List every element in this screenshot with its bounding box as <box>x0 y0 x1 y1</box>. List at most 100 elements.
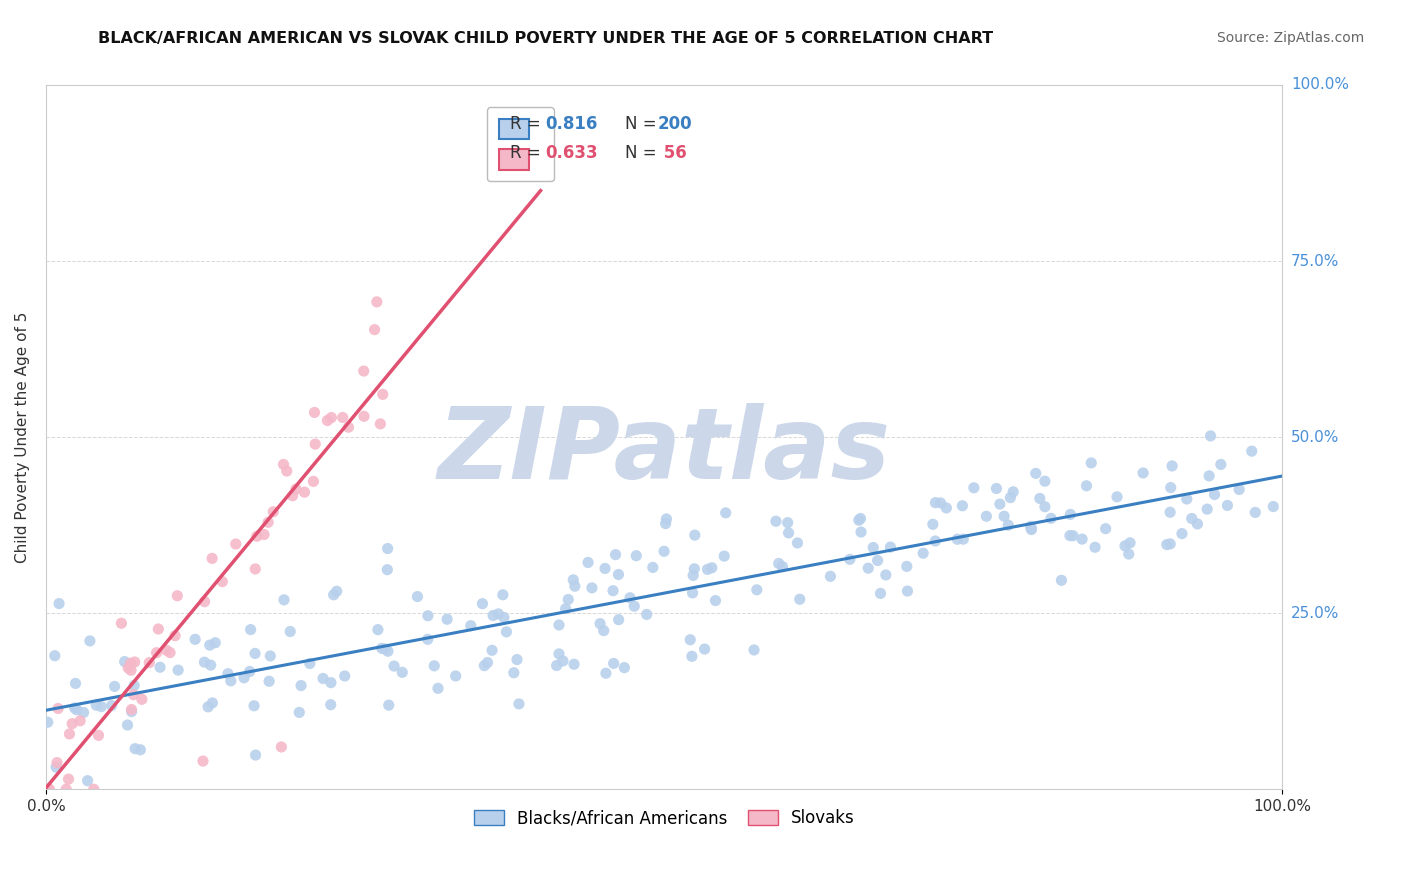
Point <box>366 294 388 309</box>
Point <box>257 674 280 689</box>
Point <box>1105 490 1128 504</box>
Point <box>548 647 571 661</box>
Point <box>896 584 918 599</box>
Point <box>375 563 398 577</box>
Point <box>337 420 360 434</box>
Point <box>1181 511 1204 525</box>
Point <box>423 658 446 673</box>
Point <box>849 511 872 525</box>
Point <box>477 656 499 670</box>
Point <box>219 673 242 688</box>
Point <box>492 610 515 624</box>
Point <box>184 632 207 647</box>
Point <box>786 536 808 550</box>
Point <box>548 618 571 632</box>
Point <box>58 772 80 786</box>
Point <box>406 590 429 604</box>
Legend: Blacks/African Americans, Slovaks: Blacks/African Americans, Slovaks <box>467 803 862 834</box>
Text: 0.633: 0.633 <box>546 145 598 162</box>
Point <box>935 500 957 515</box>
Point <box>60 716 83 731</box>
Text: 100.0%: 100.0% <box>1291 78 1348 93</box>
Point <box>117 661 139 675</box>
Point <box>233 671 256 685</box>
Point <box>304 437 326 451</box>
Point <box>1002 484 1025 499</box>
Point <box>683 562 706 576</box>
Point <box>1204 487 1226 501</box>
Point <box>778 525 800 540</box>
Point <box>239 623 262 637</box>
Point <box>1071 532 1094 546</box>
Point <box>245 747 267 762</box>
Point <box>110 616 132 631</box>
Point <box>472 658 495 673</box>
Point <box>776 516 799 530</box>
Point <box>946 533 969 547</box>
Point <box>562 573 585 587</box>
Point <box>193 594 215 608</box>
Point <box>1033 474 1056 488</box>
Point <box>858 561 880 575</box>
Text: N =: N = <box>624 114 662 133</box>
Point <box>589 616 612 631</box>
Point <box>284 482 307 496</box>
Point <box>121 705 143 719</box>
Point <box>486 607 509 621</box>
Point <box>46 756 69 770</box>
Point <box>377 541 399 556</box>
Point <box>245 562 267 576</box>
Point <box>257 516 280 530</box>
Point <box>471 597 494 611</box>
Point <box>742 643 765 657</box>
Point <box>848 513 870 527</box>
Point <box>713 549 735 563</box>
Point <box>976 509 998 524</box>
Point <box>997 518 1019 533</box>
Point <box>626 549 648 563</box>
Point <box>159 646 181 660</box>
Point <box>1118 547 1140 561</box>
Point <box>1244 505 1267 519</box>
Point <box>138 656 160 670</box>
Point <box>46 701 69 715</box>
Point <box>273 458 295 472</box>
Point <box>87 728 110 742</box>
Point <box>90 699 112 714</box>
Point <box>1159 505 1181 519</box>
Point <box>655 512 678 526</box>
Point <box>382 659 405 673</box>
Point <box>45 760 67 774</box>
Point <box>704 593 727 607</box>
Point <box>436 612 458 626</box>
Point <box>84 698 107 713</box>
Point <box>745 582 768 597</box>
Point <box>502 665 524 680</box>
Point <box>602 583 624 598</box>
Point <box>1161 458 1184 473</box>
Point <box>986 482 1008 496</box>
Point <box>652 544 675 558</box>
Point <box>551 654 574 668</box>
Point <box>820 569 842 583</box>
Point <box>1156 538 1178 552</box>
Point <box>1050 574 1073 588</box>
Point <box>772 559 794 574</box>
Point <box>1019 519 1042 533</box>
Point <box>1227 483 1250 497</box>
Point <box>374 642 396 657</box>
Point <box>316 413 339 427</box>
Point <box>370 417 392 431</box>
Point <box>1199 429 1222 443</box>
Point <box>576 556 599 570</box>
Point <box>623 599 645 614</box>
Point <box>495 624 517 639</box>
Point <box>896 559 918 574</box>
Point <box>1171 526 1194 541</box>
Point <box>681 649 703 664</box>
Text: N =: N = <box>624 145 662 162</box>
Point <box>253 527 276 541</box>
Point <box>562 657 585 672</box>
Point <box>607 613 630 627</box>
Text: 56: 56 <box>658 145 686 162</box>
